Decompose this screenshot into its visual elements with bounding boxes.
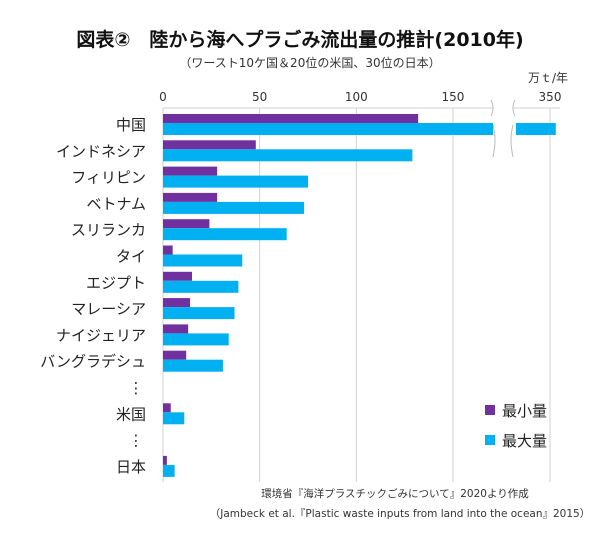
bar-max	[163, 149, 413, 162]
category-label: ナイジェリア	[56, 326, 146, 344]
unit-label: 万ｔ/年	[528, 71, 568, 85]
bar-min	[163, 403, 171, 413]
category-label: エジプト	[86, 274, 146, 292]
category-label: フィリピン	[71, 169, 146, 187]
source-line-1: 環境省『海洋プラスチックごみについて』2020より作成	[261, 487, 529, 500]
x-tick-label: 100	[345, 90, 368, 104]
bar-max	[163, 201, 305, 214]
axis-break-mark	[490, 99, 496, 158]
category-label: バングラデシュ	[40, 353, 146, 371]
bar-min	[163, 166, 218, 176]
category-label: インドネシア	[56, 142, 146, 160]
bar-max	[163, 123, 493, 135]
category-label: 日本	[116, 458, 146, 476]
bar-max	[163, 359, 223, 372]
bar-max	[163, 254, 243, 267]
bar-min	[163, 192, 218, 202]
bar-min	[163, 114, 419, 123]
bar-max	[163, 307, 235, 320]
source-line-2: （Jambeck et al.『Plastic waste inputs fro…	[210, 508, 590, 520]
bar-max	[163, 228, 287, 241]
bar-max	[163, 464, 175, 477]
bar-max	[163, 412, 185, 425]
x-tick-label: 350	[539, 90, 562, 104]
category-label: スリランカ	[71, 221, 146, 239]
x-tick-label: 50	[252, 90, 267, 104]
category-label: ⋮	[129, 379, 144, 397]
bar-min	[163, 140, 256, 150]
axis-break-mark	[510, 99, 516, 158]
x-tick-label: 150	[441, 90, 464, 104]
category-label: 米国	[116, 405, 146, 423]
bar-max	[163, 333, 229, 346]
bar-min	[163, 245, 173, 255]
bar-max	[163, 280, 239, 293]
bar-min	[163, 271, 192, 281]
bar-min	[163, 219, 210, 229]
bar-min	[163, 324, 189, 334]
bar-min	[163, 455, 167, 465]
category-label: ⋮	[129, 432, 144, 450]
category-label: マレーシア	[71, 300, 146, 318]
category-label: タイ	[116, 248, 146, 266]
chart-title: 図表② 陸から海へプラごみ流出量の推計(2010年)	[76, 28, 523, 51]
category-label: 中国	[116, 116, 146, 134]
legend-label: 最小量	[502, 402, 547, 420]
chart-subtitle: （ワースト10ケ国＆20位の米国、30位の日本）	[179, 55, 440, 70]
legend-swatch	[485, 435, 495, 445]
bar-max	[163, 175, 308, 188]
bar-min	[163, 298, 191, 308]
bar-min	[163, 350, 187, 360]
x-tick-label: 0	[159, 90, 167, 104]
legend-label: 最大量	[502, 432, 547, 450]
bar-max-continued	[516, 123, 556, 135]
category-label: ベトナム	[86, 195, 146, 213]
legend-swatch	[485, 405, 495, 415]
